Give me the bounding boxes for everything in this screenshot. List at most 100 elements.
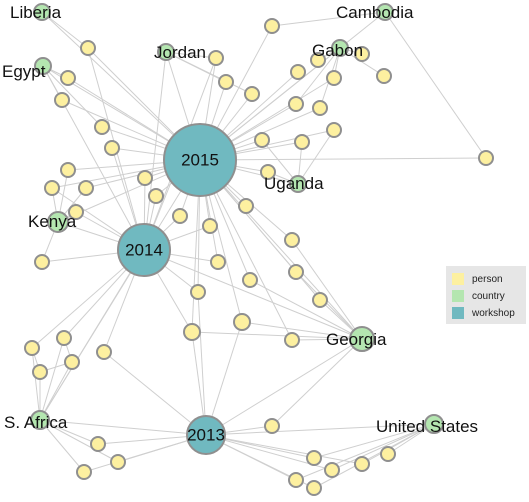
person-node[interactable] xyxy=(64,354,80,370)
person-node[interactable] xyxy=(306,480,322,496)
country-node-s-africa[interactable] xyxy=(30,410,50,430)
person-node[interactable] xyxy=(376,68,392,84)
edge xyxy=(295,423,435,481)
person-node[interactable] xyxy=(478,150,494,166)
person-node[interactable] xyxy=(90,436,106,452)
workshop-node-2015[interactable] xyxy=(163,123,237,197)
person-node[interactable] xyxy=(60,162,76,178)
person-node[interactable] xyxy=(310,52,326,68)
person-node[interactable] xyxy=(218,74,234,90)
edge xyxy=(384,11,487,159)
country-node-united-states[interactable] xyxy=(424,414,444,434)
country-label-gabon: Gabon xyxy=(312,41,363,60)
person-node[interactable] xyxy=(54,92,70,108)
edge xyxy=(205,423,435,436)
person-node[interactable] xyxy=(137,170,153,186)
edge xyxy=(249,279,363,340)
legend-label-person: person xyxy=(472,273,503,285)
person-node[interactable] xyxy=(183,323,201,341)
person-node[interactable] xyxy=(254,132,270,148)
edge xyxy=(191,331,363,340)
edge xyxy=(39,337,65,421)
person-node[interactable] xyxy=(34,254,50,270)
edge xyxy=(39,361,73,421)
edge xyxy=(31,347,41,421)
person-node[interactable] xyxy=(32,364,48,380)
person-node[interactable] xyxy=(190,284,206,300)
person-node[interactable] xyxy=(78,180,94,196)
country-node-gabon[interactable] xyxy=(331,39,349,57)
edge xyxy=(241,321,363,340)
legend-item-workshop: workshop xyxy=(452,305,515,321)
person-node[interactable] xyxy=(60,70,76,86)
country-node-egypt[interactable] xyxy=(34,57,52,75)
country-label-egypt: Egypt xyxy=(2,62,46,81)
person-node[interactable] xyxy=(233,313,251,331)
edge xyxy=(39,249,145,421)
edge xyxy=(83,434,207,473)
person-node[interactable] xyxy=(284,232,300,248)
edge xyxy=(143,51,167,251)
person-node[interactable] xyxy=(80,40,96,56)
edge xyxy=(205,338,363,436)
labels: 2015 2014 2013 Liberia Cambodia Egypt Jordan Ga… xyxy=(2,3,478,445)
edge xyxy=(291,239,363,340)
person-node[interactable] xyxy=(324,462,340,478)
person-node[interactable] xyxy=(94,119,110,135)
person-node[interactable] xyxy=(326,122,342,138)
person-node[interactable] xyxy=(110,454,126,470)
edge xyxy=(39,419,85,473)
country-label-liberia: Liberia xyxy=(10,3,62,22)
person-node[interactable] xyxy=(68,204,84,220)
country-node-liberia[interactable] xyxy=(33,3,51,21)
person-node[interactable] xyxy=(326,70,342,86)
person-node[interactable] xyxy=(244,86,260,102)
workshop-node-2013[interactable] xyxy=(186,415,226,455)
edge xyxy=(165,51,253,95)
person-node[interactable] xyxy=(294,134,310,150)
person-node[interactable] xyxy=(312,292,328,308)
person-node[interactable] xyxy=(202,218,218,234)
person-node[interactable] xyxy=(264,18,280,34)
person-node[interactable] xyxy=(260,164,276,180)
country-node-georgia[interactable] xyxy=(349,326,375,352)
person-node[interactable] xyxy=(288,472,304,488)
person-node[interactable] xyxy=(242,272,258,288)
country-node-cambodia[interactable] xyxy=(376,3,394,21)
person-node[interactable] xyxy=(306,450,322,466)
person-node[interactable] xyxy=(76,464,92,480)
person-node[interactable] xyxy=(148,188,164,204)
legend-swatch-workshop xyxy=(452,307,464,319)
edge xyxy=(313,423,435,459)
person-node[interactable] xyxy=(210,254,226,270)
person-node[interactable] xyxy=(284,332,300,348)
edge xyxy=(261,139,299,185)
workshop-node-2014[interactable] xyxy=(117,223,171,277)
person-node[interactable] xyxy=(172,208,188,224)
country-label-georgia: Georgia xyxy=(326,330,387,349)
person-node[interactable] xyxy=(208,50,224,66)
person-node[interactable] xyxy=(104,140,120,156)
person-node[interactable] xyxy=(44,180,60,196)
person-node[interactable] xyxy=(288,96,304,112)
edge xyxy=(143,249,363,340)
person-node[interactable] xyxy=(354,46,370,62)
country-label-uganda: Uganda xyxy=(264,174,324,193)
workshop-label-2015: 2015 xyxy=(181,151,219,170)
country-label-kenya: Kenya xyxy=(28,212,77,231)
person-node[interactable] xyxy=(290,64,306,80)
country-node-kenya[interactable] xyxy=(47,211,69,233)
legend-label-country: country xyxy=(472,290,505,302)
person-node[interactable] xyxy=(288,264,304,280)
person-node[interactable] xyxy=(96,344,112,360)
person-node[interactable] xyxy=(312,100,328,116)
person-node[interactable] xyxy=(24,340,40,356)
person-node[interactable] xyxy=(354,456,370,472)
person-node[interactable] xyxy=(238,198,254,214)
country-node-uganda[interactable] xyxy=(289,175,307,193)
country-node-jordan[interactable] xyxy=(157,43,175,61)
person-node[interactable] xyxy=(380,446,396,462)
person-node[interactable] xyxy=(264,418,280,434)
person-node[interactable] xyxy=(56,330,72,346)
